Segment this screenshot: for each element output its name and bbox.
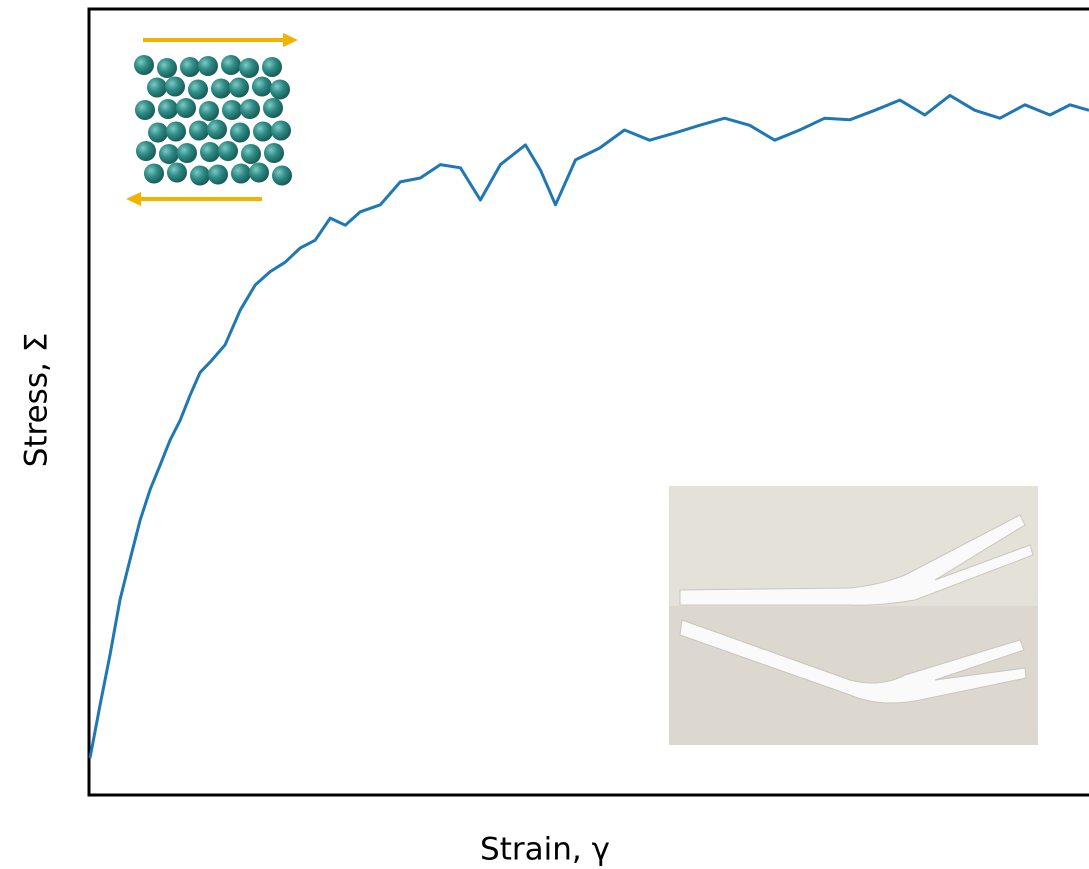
particle — [159, 144, 179, 164]
fork-photo — [669, 486, 1038, 745]
particle — [263, 98, 283, 118]
particle — [230, 122, 250, 143]
particle — [134, 55, 154, 75]
particle — [211, 78, 231, 99]
particle — [158, 99, 178, 119]
particle-illustration — [134, 55, 292, 186]
particle — [188, 79, 208, 100]
particle — [218, 141, 238, 161]
particle — [252, 76, 272, 97]
particle — [148, 122, 168, 143]
particle — [166, 121, 186, 142]
plot-frame — [87, 7, 1089, 797]
particle — [189, 120, 209, 141]
particle — [198, 56, 218, 76]
particle — [176, 98, 196, 118]
particle — [270, 79, 290, 100]
particle — [180, 57, 200, 77]
data-line — [88, 93, 1089, 759]
particle — [239, 58, 259, 78]
particle — [200, 142, 220, 162]
particle — [177, 143, 197, 163]
particle — [264, 143, 284, 163]
particle — [207, 119, 227, 140]
y-axis-label: Stress, Σ — [19, 333, 55, 468]
particle — [229, 77, 249, 98]
particle — [147, 77, 167, 98]
shear-arrowhead — [283, 33, 298, 47]
particle — [241, 144, 261, 164]
particle — [231, 163, 251, 184]
particle — [240, 99, 260, 119]
particle — [144, 163, 164, 184]
shear-arrowhead — [126, 192, 141, 206]
particle — [249, 162, 269, 183]
particle — [136, 141, 156, 161]
particle — [272, 165, 292, 186]
particle — [208, 164, 228, 185]
particle — [253, 121, 273, 142]
x-axis-label: Strain, γ — [480, 832, 610, 868]
particle — [221, 55, 241, 75]
particle — [167, 162, 187, 183]
particle — [271, 120, 291, 141]
particle — [165, 76, 185, 97]
particle — [222, 100, 242, 120]
particle — [190, 165, 210, 186]
particle — [135, 100, 155, 120]
particle — [262, 57, 282, 77]
particle — [157, 58, 177, 78]
particle — [199, 101, 219, 121]
